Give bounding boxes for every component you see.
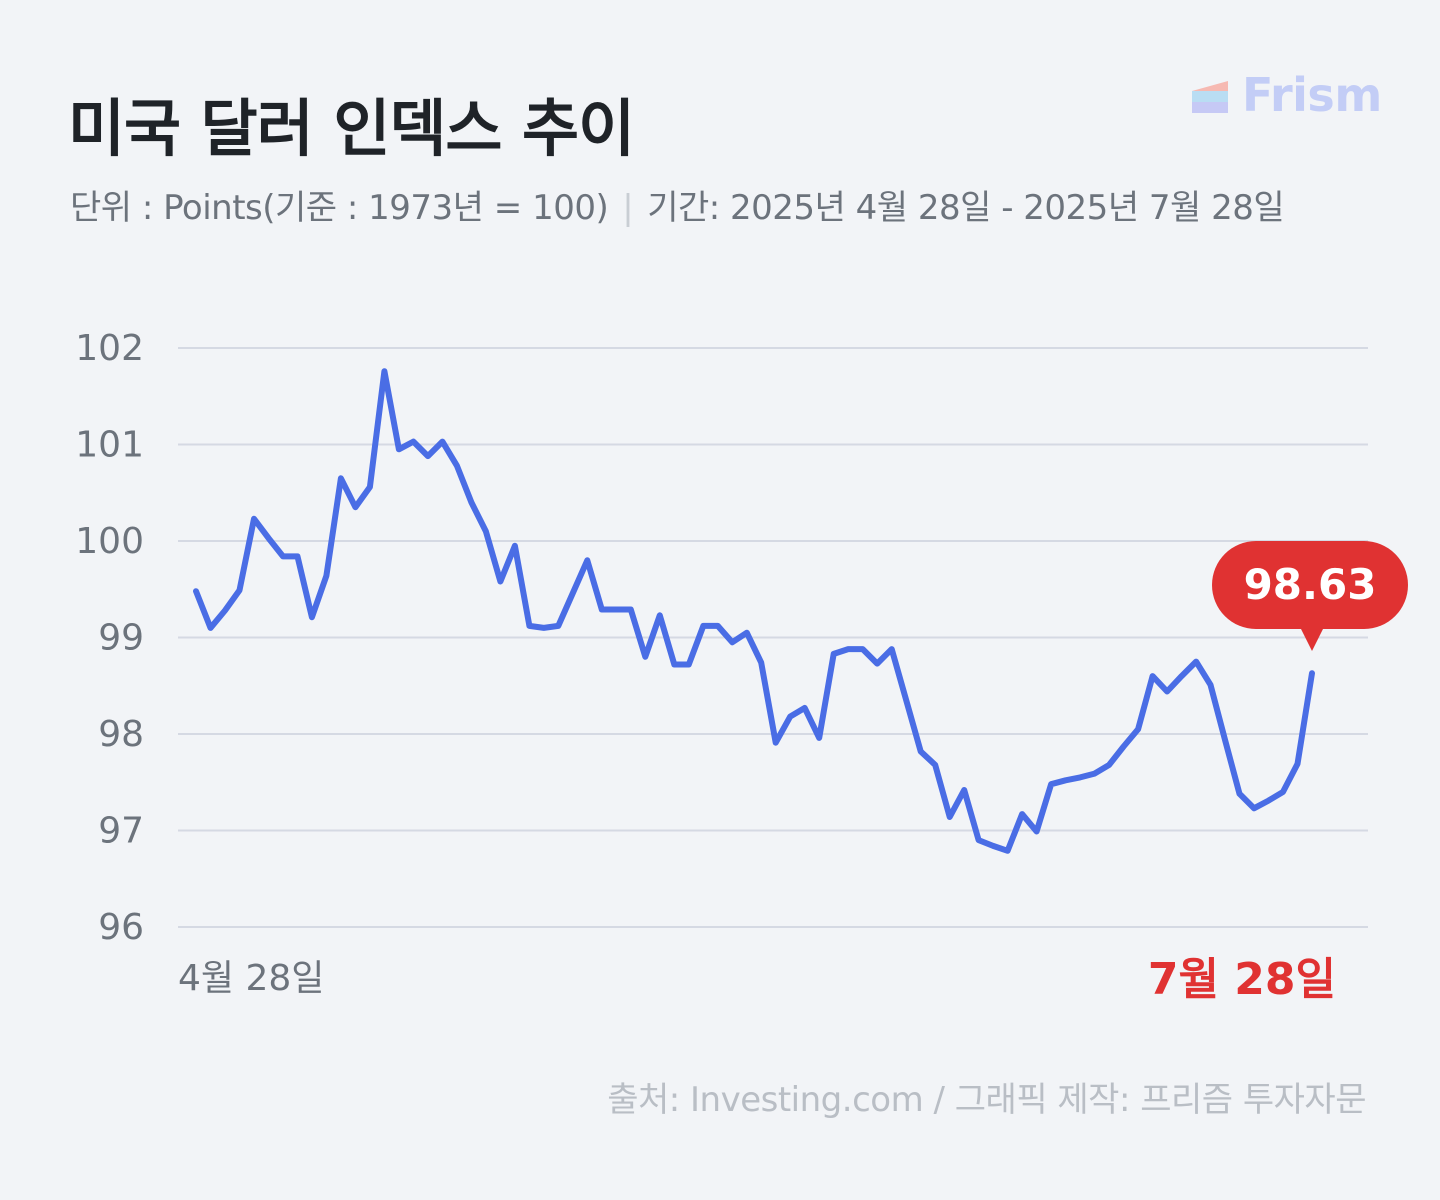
page-title: 미국 달러 인덱스 추이 — [68, 92, 635, 165]
period-label: 기간: 2025년 4월 28일 - 2025년 7월 28일 — [647, 188, 1285, 228]
y-tick-label: 97 — [98, 811, 144, 852]
x-end-label: 7월 28일 — [1148, 954, 1336, 1005]
y-tick-label: 96 — [98, 907, 144, 948]
value-callout-pointer — [1300, 627, 1324, 651]
value-callout — [1212, 541, 1408, 629]
y-tick-label: 101 — [75, 425, 144, 466]
source-credit: 출처: Investing.com / 그래픽 제작: 프리즘 투자자문 — [607, 1080, 1366, 1120]
chart-subtitle: 단위 : Points(기준 : 1973년 = 100) | 기간: 2025년 … — [70, 180, 1285, 229]
subtitle-separator: | — [622, 188, 634, 228]
y-tick-label: 98 — [98, 714, 144, 755]
last-value-label: 98.63 — [1244, 560, 1377, 609]
frism-logo: Frism — [1190, 68, 1382, 122]
frism-logo-icon — [1192, 81, 1228, 113]
logo-text: Frism — [1242, 68, 1382, 122]
series-line — [193, 368, 1315, 854]
y-tick-label: 100 — [75, 521, 144, 562]
line-chart: 96 97 98 99 100 101 102 4월 28일 7월 28일 98.63 — [75, 328, 1408, 1005]
x-start-label: 4월 28일 — [178, 958, 324, 999]
unit-label: 단위 : Points(기준 : 1973년 = 100) — [70, 188, 609, 228]
y-tick-label: 99 — [98, 618, 144, 659]
y-tick-label: 102 — [75, 328, 144, 369]
